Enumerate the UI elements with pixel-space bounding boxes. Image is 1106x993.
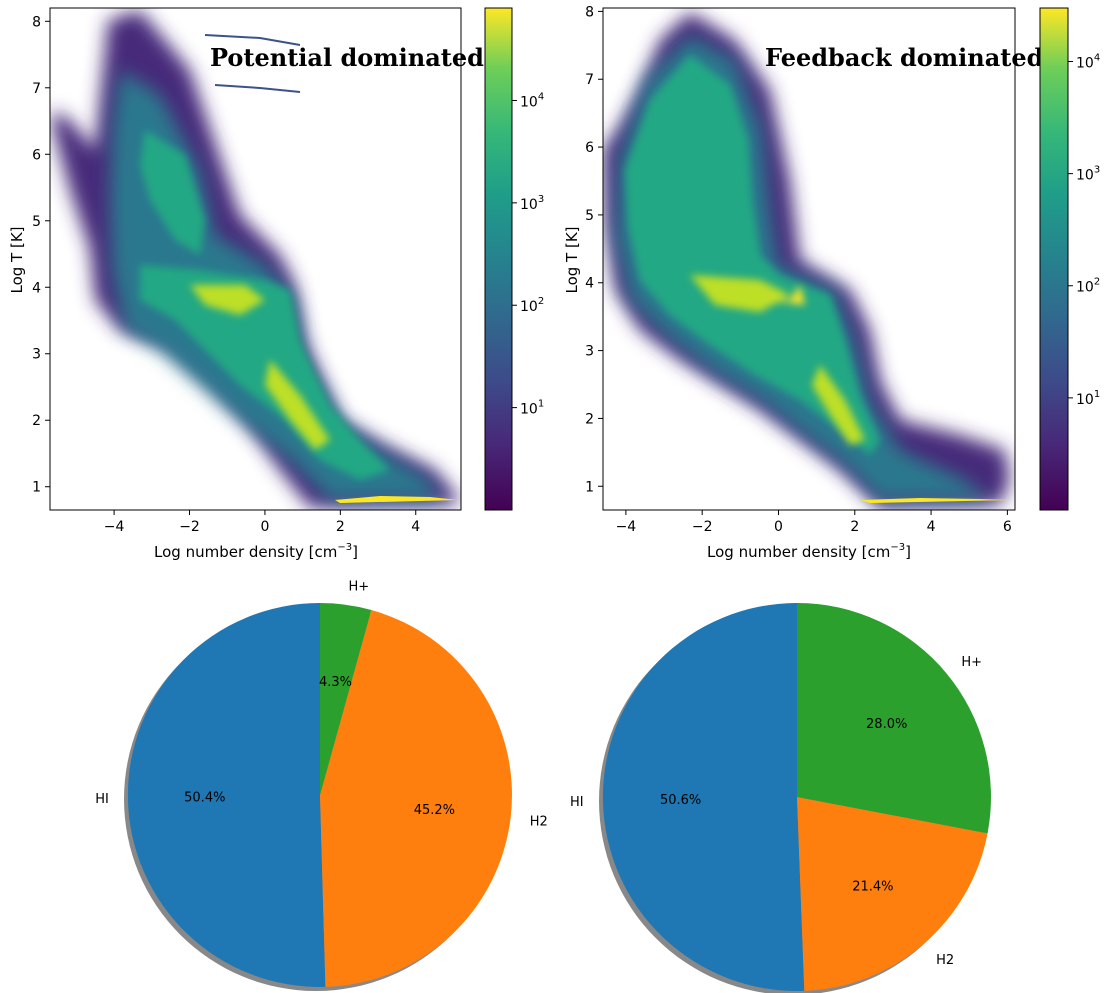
- pie-percent-label: 45.2%: [414, 803, 455, 818]
- plot-frame: [602, 7, 1016, 511]
- pie-slice-hi: [127, 602, 326, 987]
- y-tick-label: 6: [585, 140, 594, 156]
- pie-category-label: HI: [570, 795, 584, 810]
- colorbar-tick-label: 102: [520, 296, 544, 315]
- density-cloud: [603, 12, 1012, 508]
- y-tick-label: 6: [32, 147, 41, 163]
- y-tick-label: 4: [585, 276, 594, 292]
- y-tick-label: 7: [32, 81, 41, 97]
- y-axis-label: Log T [K]: [563, 226, 581, 293]
- density-cloud: [52, 10, 460, 508]
- y-tick-label: 3: [32, 347, 41, 363]
- pie-category-label: H+: [349, 580, 370, 595]
- phase-diagram-feedback: Feedback dominated −4 −2 0 2 4 6 1 2 3 4 5 6 7 8 Log …: [563, 4, 1100, 561]
- colorbar: [1039, 7, 1069, 511]
- y-tick-label: 5: [585, 208, 594, 224]
- axes: −4 −2 0 2 4 1 2 3 4 5 6 7 8: [32, 14, 420, 535]
- x-tick-label: 2: [850, 519, 859, 535]
- y-axis-label: Log T [K]: [8, 226, 26, 293]
- axes: −4 −2 0 2 4 6 1 2 3 4 5 6 7 8: [585, 4, 1012, 535]
- plot-frame: [49, 7, 462, 511]
- colorbar-tick-label: 101: [520, 399, 544, 418]
- y-tick-label: 5: [32, 214, 41, 230]
- x-tick-label: −2: [692, 519, 713, 535]
- y-tick-label: 3: [585, 344, 594, 360]
- pie-percent-label: 21.4%: [852, 879, 893, 894]
- pie-slice-hi: [602, 603, 805, 992]
- colorbar-ticks: 101 102 103 104: [1068, 52, 1100, 408]
- x-tick-label: −4: [616, 519, 637, 535]
- y-tick-label: 1: [585, 479, 594, 495]
- colorbar-tick-label: 103: [1076, 165, 1100, 184]
- panel-title: Potential dominated: [210, 43, 484, 72]
- pie-slice-hplus: [320, 603, 372, 795]
- pie-percent-label: 50.4%: [184, 791, 225, 806]
- pie-slice-h2: [797, 797, 988, 991]
- panel-title: Feedback dominated: [765, 43, 1044, 72]
- pie-category-label: H2: [530, 815, 548, 830]
- colorbar-tick-label: 101: [1076, 389, 1100, 408]
- y-tick-label: 1: [32, 480, 41, 496]
- pie-slice-h2: [320, 609, 512, 987]
- pie-chart-feedback: HI 50.6% H2 21.4% H+ 28.0%: [570, 603, 991, 993]
- x-tick-label: −4: [104, 519, 125, 535]
- pie-percent-label: 50.6%: [660, 793, 701, 808]
- pie-slice-hplus: [797, 603, 991, 834]
- phase-diagram-potential: Potential dominated −4 −2 0 2 4 1 2 3 4 5 6 7 8 Log …: [8, 7, 544, 561]
- y-tick-label: 8: [32, 14, 41, 30]
- x-tick-label: 6: [1003, 519, 1012, 535]
- pie-percent-label: 28.0%: [866, 717, 907, 732]
- colorbar-ticks: 101 102 103 104: [512, 91, 544, 418]
- pie-category-label: H+: [961, 655, 982, 670]
- colorbar-tick-label: 104: [1076, 52, 1100, 71]
- pie-category-label: H2: [936, 953, 954, 968]
- pie-chart-potential: HI 50.4% H2 45.2% H+ 4.3%: [95, 580, 548, 991]
- colorbar-tick-label: 102: [1076, 277, 1100, 296]
- x-tick-label: −2: [179, 519, 200, 535]
- x-tick-label: 4: [927, 519, 936, 535]
- pie-category-label: HI: [95, 792, 109, 807]
- pie-percent-label: 4.3%: [319, 675, 352, 690]
- x-tick-label: 2: [336, 519, 345, 535]
- colorbar: [484, 7, 513, 511]
- x-tick-label: 4: [411, 519, 420, 535]
- colorbar-tick-label: 104: [520, 91, 544, 110]
- x-axis-label: Log number density [cm−3]: [154, 542, 358, 561]
- x-axis-label: Log number density [cm−3]: [707, 542, 911, 561]
- x-tick-label: 0: [774, 519, 783, 535]
- y-tick-label: 4: [32, 280, 41, 296]
- y-tick-label: 2: [585, 411, 594, 427]
- colorbar-tick-label: 103: [520, 194, 544, 213]
- y-tick-label: 8: [585, 4, 594, 20]
- y-tick-label: 7: [585, 72, 594, 88]
- y-tick-label: 2: [32, 413, 41, 429]
- x-tick-label: 0: [260, 519, 269, 535]
